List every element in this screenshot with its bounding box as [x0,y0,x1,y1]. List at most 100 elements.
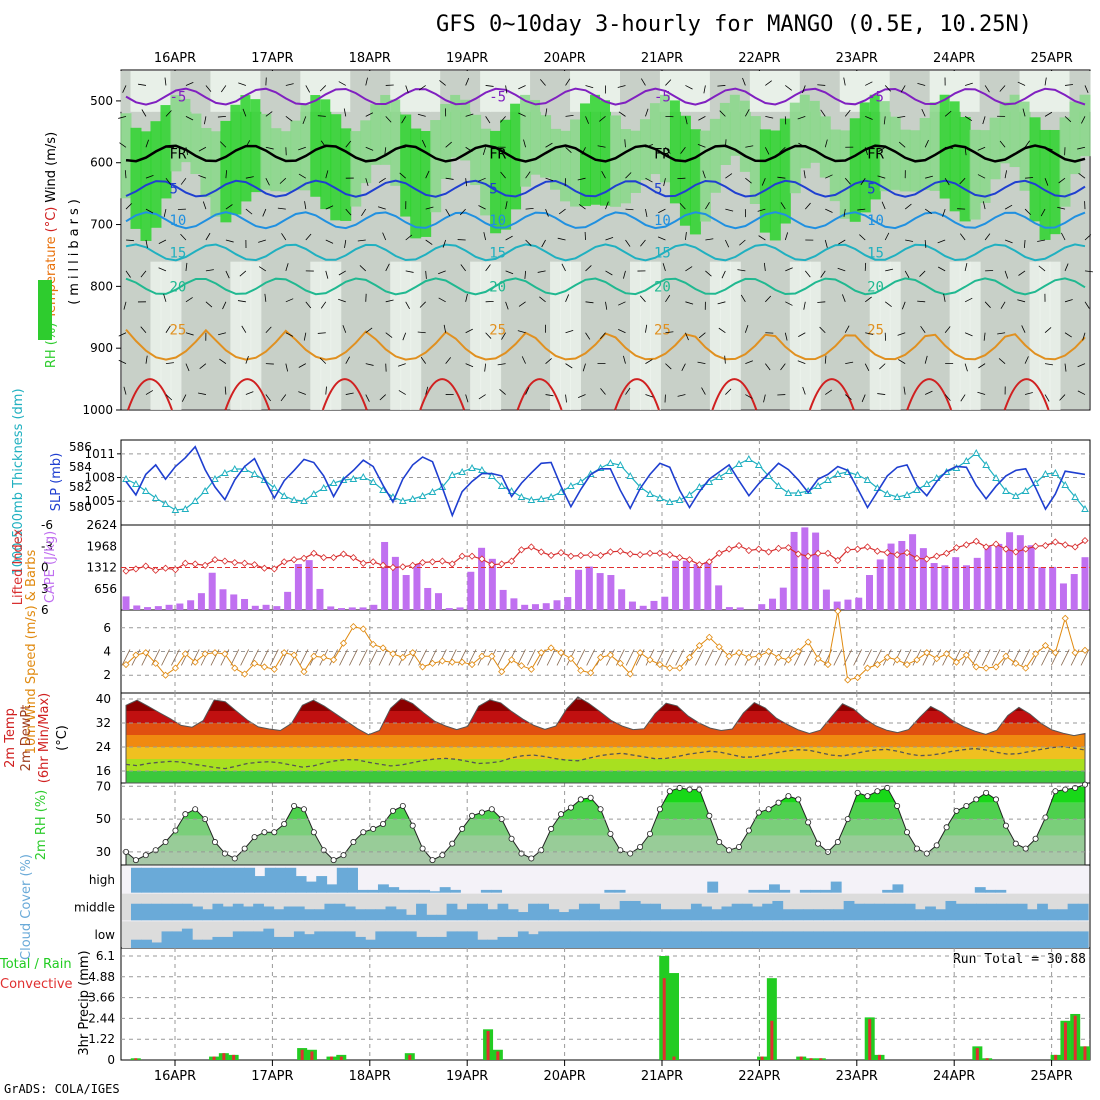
wind-marker [310,652,318,660]
thickness-marker [922,479,931,487]
wind-barb [1044,327,1052,334]
rh-cell [689,71,701,112]
wind-barb [245,391,254,395]
cape-bar [575,569,583,610]
li-marker [824,549,832,557]
li-marker [982,543,990,551]
rh-cell [520,71,532,112]
wind-marker [656,660,664,669]
cape-bar [521,604,529,610]
cloud-cell [192,906,203,921]
wind-barb [545,142,553,148]
wind-barb [181,394,187,402]
rh-legend-swatch [38,280,52,340]
rh-moist-cell [400,114,412,217]
rh-cell [370,71,382,112]
cloud-cell [914,931,926,948]
cloud-cell [232,903,244,921]
wind-barb [937,266,946,272]
rh-dry-cell [719,261,731,410]
cloud-cell [161,931,173,948]
wind-barb [401,116,407,124]
cloud-cell [429,891,441,893]
wind-barb [917,82,926,86]
cape-bar [510,598,518,610]
wind-marker [1012,659,1020,667]
wind-barb [524,270,526,279]
cape-bar [197,593,205,610]
wind-barb [1058,177,1066,184]
wind-marker [517,662,526,670]
wind-barb [739,239,746,246]
wind-barb [365,178,369,186]
cloud-cell [244,867,256,893]
wind-barb [185,147,189,156]
wind-barb [725,388,732,395]
isotherm-label: 5 [169,182,177,198]
rh-moist-cell [470,114,482,186]
rh-marker [281,821,288,828]
li-marker [310,549,318,557]
wind-barb [302,116,307,124]
rh-marker [508,835,515,842]
wind-barb [241,325,247,333]
thickness-tick: 582 [69,480,92,494]
wind-barb [937,239,946,244]
wind-barb [385,332,393,338]
thickness-marker [310,489,318,497]
cape-bar [790,531,798,610]
surface-wind-barb [467,649,477,666]
rh-marker [815,840,822,847]
rh-dry-cell [170,261,182,410]
rh-cell [150,71,162,112]
surface-wind-barb [161,649,170,666]
li-marker [369,558,377,566]
wind-barb [365,112,374,117]
wind-barb [163,294,167,302]
surface-wind-barb [704,649,714,666]
isotherm-label: FR [867,146,884,162]
li-marker [1002,545,1010,553]
cloud-cell [192,939,203,948]
li-marker [241,559,249,567]
wind-barb [785,267,793,272]
cloud-cell [568,909,580,921]
rh-moist-cell [330,114,342,221]
wind-barb [197,392,206,395]
wind-barb [1064,332,1072,338]
wind-barb [964,116,973,122]
wind-marker [982,664,990,672]
surface-wind-barb [1080,649,1090,666]
wind-barb [205,269,214,272]
rh-dry-cell [490,261,502,410]
wind-barb [765,115,774,119]
cloud-cell [456,909,468,921]
wind-barb [478,205,486,210]
cloud-cell [752,931,763,948]
rh-cell [490,71,502,112]
rh-dry-cell [410,261,422,410]
wind-barb [185,363,190,372]
li-marker [715,549,723,557]
thickness-marker [527,495,536,503]
li-marker [794,550,802,558]
wind-barb [819,326,826,334]
wind-barb [944,326,951,333]
date-label-top: 20APR [543,51,585,66]
rh-moist-cell [769,130,781,241]
cloud-cell [779,889,791,893]
wind-barb [585,265,592,272]
temp-tick: 24 [96,740,111,754]
wind-barb [465,328,473,334]
wind-marker [596,653,605,661]
cloud-cell [925,906,936,921]
cape-bar [962,565,970,610]
wind-barb [438,297,446,303]
wind-barb [777,176,786,179]
wind-barb [1044,394,1050,402]
rh-cell [769,71,781,112]
li-marker [893,551,901,559]
wind-barb [884,301,892,307]
li-marker [419,558,427,567]
rh-moist-cell [939,94,951,199]
